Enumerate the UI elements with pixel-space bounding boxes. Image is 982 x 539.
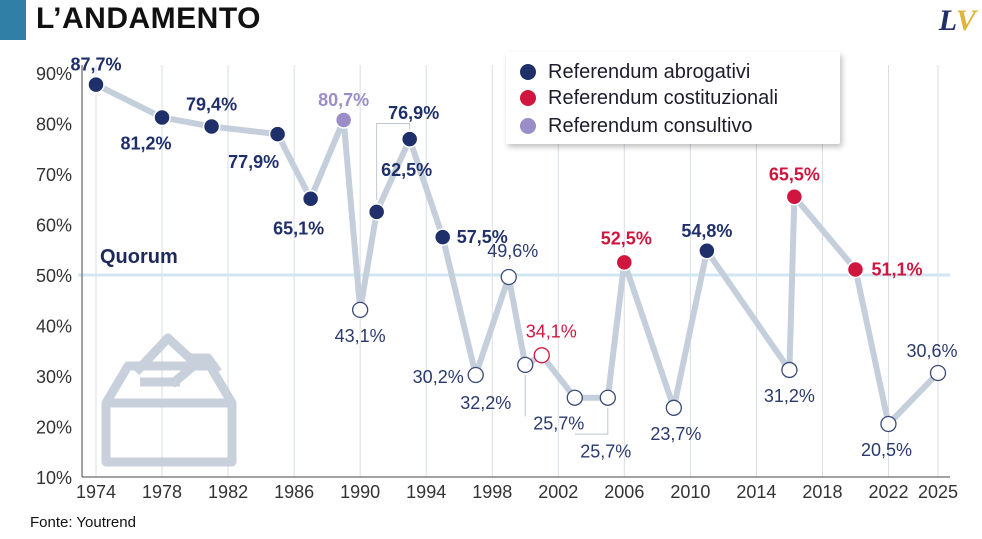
marker-1981	[202, 117, 221, 136]
data-label-2009: 23,7%	[650, 424, 701, 444]
legend-item-consultivo: Referendum consultivo	[520, 114, 753, 138]
y-tick-label: 60%	[36, 216, 72, 236]
data-label-2006: 52,5%	[601, 228, 652, 248]
y-tick-label: 30%	[36, 367, 72, 387]
marker-1990	[352, 301, 369, 318]
marker-2022	[880, 415, 897, 433]
legend-item-costituzionali: Referendum costituzionali	[520, 86, 778, 110]
x-tick-label: 2018	[802, 482, 842, 502]
y-tick-label: 10%	[36, 468, 72, 488]
data-label-1990: 43,1%	[335, 326, 386, 346]
marker-1978	[153, 108, 171, 127]
x-tick-label: 1998	[472, 482, 512, 502]
legend-dot-consultivo	[520, 118, 536, 134]
turnout-series-line	[93, 81, 941, 427]
page-title: L’ANDAMENTO	[36, 2, 261, 35]
marker-1995	[433, 228, 452, 246]
data-label-1997: 30,2%	[413, 367, 464, 387]
leader-line	[376, 123, 411, 200]
marker-1997	[467, 366, 484, 384]
x-tick-label: 1990	[340, 482, 380, 502]
data-label-1981: 79,4%	[186, 95, 237, 115]
x-tick-label: 2025	[918, 482, 958, 502]
y-axis: 10% 20% 30% 40% 50% 60% 70% 80% 90%	[36, 64, 83, 488]
marker-1999	[500, 268, 517, 286]
y-tick-label: 40%	[36, 317, 72, 337]
data-label-1991: 62,5%	[381, 160, 432, 180]
legend: Referendum abrogativi Referendum costitu…	[506, 52, 840, 144]
data-label-1987: 65,1%	[273, 219, 324, 239]
y-tick-label: 20%	[36, 418, 72, 438]
data-markers	[87, 75, 947, 433]
logo-letter-l: L	[938, 4, 956, 37]
marker-1993	[400, 130, 419, 148]
x-axis: 1974 1978 1982 1986 1990 1994 1998 2002 2006 2010…	[76, 476, 958, 502]
data-label-2020: 51,1%	[871, 259, 922, 279]
data-label-2016.3: 65,5%	[769, 165, 820, 185]
x-tick-label: 2022	[868, 482, 908, 502]
data-label-1999: 49,6%	[487, 241, 538, 261]
data-label-2022: 20,5%	[861, 440, 912, 460]
marker-2006	[615, 253, 634, 272]
x-tick-label: 2002	[538, 482, 578, 502]
marker-2020	[846, 260, 865, 279]
data-label-2000: 32,2%	[460, 393, 511, 413]
marker-1985	[268, 125, 287, 143]
legend-label-consultivo: Referendum consultivo	[548, 114, 753, 137]
y-tick-label: 80%	[36, 115, 72, 135]
marker-2005	[599, 389, 616, 406]
marker-1987	[301, 189, 320, 208]
marker-2000	[517, 356, 534, 374]
legend-label-costituzionali: Referendum costituzionali	[548, 86, 779, 109]
marker-2025	[929, 364, 947, 382]
title-accent-bar	[0, 0, 26, 40]
data-labels: 87,7% 81,2% 79,4% 77,9% 65,1% 80,7% 43,1% 62,5%…	[70, 55, 957, 462]
marker-2016.3	[785, 187, 804, 206]
x-tick-label: 1994	[406, 482, 446, 502]
data-label-1995: 57,5%	[457, 227, 508, 247]
y-tick-label: 70%	[36, 165, 72, 185]
marker-2003	[566, 389, 583, 406]
x-tick-label: 2014	[736, 482, 776, 502]
y-tick-label: 90%	[36, 64, 72, 84]
source-note: Fonte: Youtrend	[30, 514, 136, 531]
legend-dot-abrogativi	[520, 64, 536, 80]
marker-1991	[367, 203, 386, 221]
legend-label-abrogativi: Referendum abrogativi	[548, 60, 751, 83]
data-label-1974: 87,7%	[70, 55, 121, 75]
legend-dot-costituzionali	[520, 90, 536, 106]
data-label-2005: 25,7%	[580, 442, 631, 462]
quorum-label: Quorum	[100, 246, 178, 268]
data-label-1985: 77,9%	[228, 152, 279, 172]
x-tick-label: 2006	[604, 482, 644, 502]
y-tick-label: 50%	[36, 266, 72, 286]
data-label-1989: 80,7%	[318, 90, 369, 110]
data-label-2003: 25,7%	[533, 414, 584, 434]
x-tick-label: 1986	[274, 482, 314, 502]
data-label-1993: 76,9%	[388, 103, 439, 123]
x-tick-label: 2010	[670, 482, 710, 502]
lv-logo: LV	[939, 4, 976, 38]
series-path	[93, 81, 941, 427]
marker-1989	[334, 111, 353, 129]
marker-2016	[781, 361, 798, 379]
ballot-box-icon	[101, 333, 237, 467]
data-label-2011: 54,8%	[681, 221, 732, 241]
x-tick-label: 1978	[142, 482, 182, 502]
data-label-2025: 30,6%	[906, 341, 957, 361]
marker-2001	[533, 347, 550, 364]
data-label-2001: 34,1%	[526, 321, 577, 341]
legend-item-abrogativi: Referendum abrogativi	[520, 60, 750, 84]
logo-letter-v: V	[955, 4, 976, 37]
data-label-1978: 81,2%	[121, 133, 172, 153]
x-tick-label: 1982	[208, 482, 248, 502]
x-tick-label: 1974	[76, 482, 116, 502]
marker-2009	[665, 399, 682, 416]
leader-line	[574, 407, 609, 435]
data-label-2016: 31,2%	[764, 386, 815, 406]
marker-1974	[87, 75, 105, 94]
marker-2011	[698, 242, 716, 260]
